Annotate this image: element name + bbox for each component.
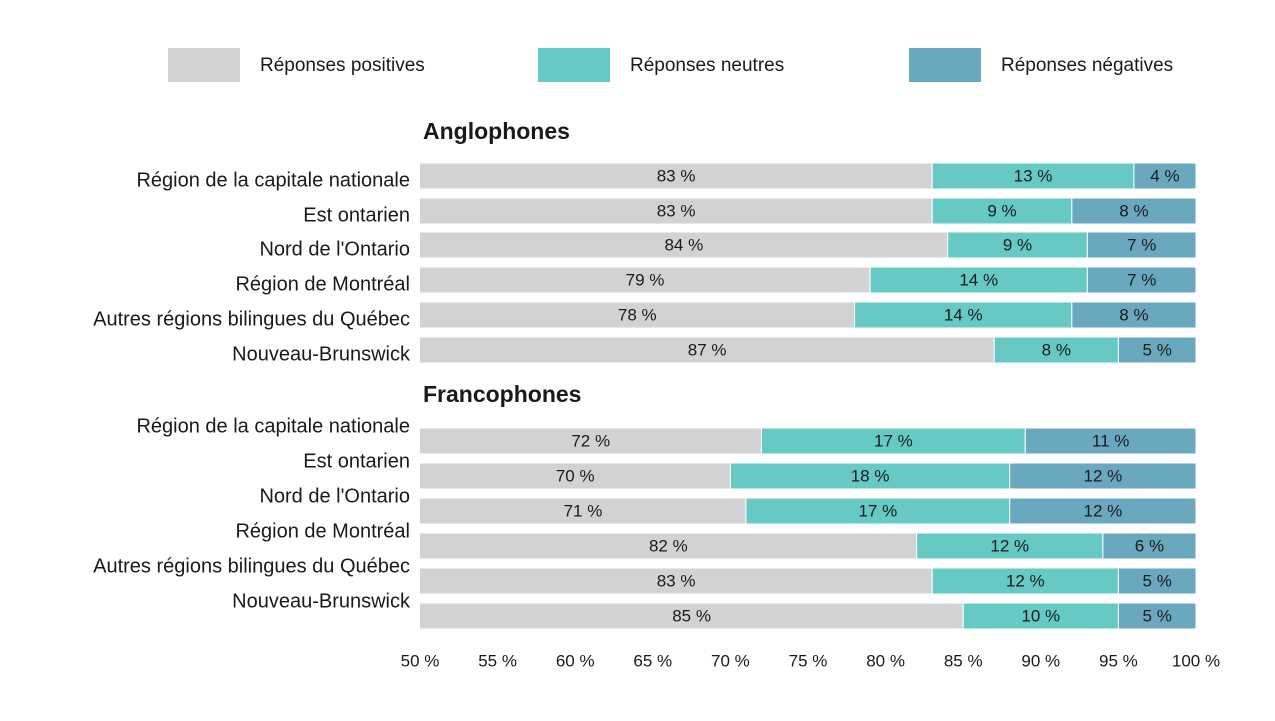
value-label: 83 %	[657, 571, 696, 590]
legend-label: Réponses positives	[260, 55, 425, 76]
bar-segment	[1133, 162, 1196, 190]
category-label: Région de Montréal	[235, 273, 410, 295]
category-label: Est ontarien	[303, 204, 410, 226]
bar-segment	[962, 602, 1119, 630]
bar-segment	[420, 231, 949, 259]
value-label: 7 %	[1127, 270, 1156, 289]
value-label: 87 %	[688, 340, 727, 359]
value-label: 11 %	[1092, 431, 1130, 450]
bar-segment	[1102, 532, 1196, 560]
bar-segment	[916, 532, 1104, 560]
value-label: 85 %	[672, 606, 711, 625]
value-label: 8 %	[1119, 305, 1148, 324]
value-label: 10 %	[1021, 606, 1060, 625]
value-label: 17 %	[858, 501, 897, 520]
bar-segment	[993, 336, 1119, 364]
bar-segment	[420, 197, 933, 225]
value-label: 72 %	[571, 431, 610, 450]
value-label: 8 %	[1119, 201, 1148, 220]
category-label: Région de la capitale nationale	[136, 415, 410, 437]
value-label: 5 %	[1143, 606, 1172, 625]
legend-label: Réponses négatives	[1001, 55, 1173, 76]
value-label: 83 %	[657, 166, 696, 185]
category-label: Nouveau-Brunswick	[232, 343, 411, 365]
x-tick-label: 85 %	[944, 651, 983, 670]
value-label: 12 %	[990, 536, 1029, 555]
x-tick-label: 80 %	[866, 651, 905, 670]
legend-label: Réponses neutres	[630, 55, 784, 76]
bar-segment	[1009, 497, 1196, 525]
x-tick-label: 50 %	[401, 651, 440, 670]
value-label: 13 %	[1014, 166, 1053, 185]
category-label: Autres régions bilingues du Québec	[93, 308, 410, 330]
value-label: 84 %	[664, 235, 703, 254]
bar-segment	[420, 336, 995, 364]
value-label: 70 %	[556, 466, 595, 485]
bar-segment	[1086, 231, 1196, 259]
category-label: Nord de l'Ontario	[259, 238, 410, 260]
bar-segment	[420, 462, 731, 490]
bar-segment	[420, 301, 856, 329]
bar-segment	[869, 266, 1088, 294]
value-label: 4 %	[1150, 166, 1179, 185]
value-label: 7 %	[1127, 235, 1156, 254]
x-tick-label: 100 %	[1172, 651, 1220, 670]
legend-swatch	[538, 48, 610, 82]
bar-segment	[760, 427, 1026, 455]
value-label: 12 %	[1084, 466, 1123, 485]
category-label: Est ontarien	[303, 450, 410, 472]
value-label: 83 %	[657, 201, 696, 220]
value-label: 6 %	[1135, 536, 1164, 555]
value-label: 5 %	[1143, 571, 1172, 590]
bar-segment	[931, 162, 1135, 190]
bar-segment	[1117, 602, 1196, 630]
value-label: 82 %	[649, 536, 688, 555]
group-title: Anglophones	[423, 118, 570, 144]
bar-segment	[1009, 462, 1196, 490]
group-title: Francophones	[423, 381, 581, 407]
value-label: 14 %	[944, 305, 983, 324]
x-tick-label: 90 %	[1021, 651, 1060, 670]
legend-swatch	[909, 48, 981, 82]
category-label: Région de la capitale nationale	[136, 169, 410, 191]
x-tick-label: 75 %	[789, 651, 828, 670]
bar-segment	[854, 301, 1073, 329]
bar-segment	[931, 567, 1119, 595]
category-label: Région de Montréal	[235, 520, 410, 542]
value-label: 12 %	[1084, 501, 1123, 520]
category-label: Nord de l'Ontario	[259, 485, 410, 507]
bar-segment	[420, 266, 871, 294]
plot-area	[420, 162, 1196, 630]
bar-segment	[931, 197, 1073, 225]
legend-swatch	[168, 48, 240, 82]
value-label: 8 %	[1042, 340, 1071, 359]
value-label: 5 %	[1143, 340, 1172, 359]
value-label: 79 %	[626, 270, 665, 289]
x-tick-label: 60 %	[556, 651, 595, 670]
bar-segment	[1117, 567, 1196, 595]
x-tick-label: 95 %	[1099, 651, 1138, 670]
bar-segment	[420, 602, 964, 630]
value-label: 12 %	[1006, 571, 1045, 590]
bar-segment	[1024, 427, 1196, 455]
bar-segment	[1086, 266, 1196, 294]
value-label: 14 %	[959, 270, 998, 289]
value-label: 9 %	[1003, 235, 1032, 254]
x-tick-label: 55 %	[478, 651, 517, 670]
value-label: 17 %	[874, 431, 913, 450]
bar-segment	[745, 497, 1011, 525]
bar-segment	[1071, 197, 1196, 225]
value-label: 18 %	[851, 466, 890, 485]
value-label: 78 %	[618, 305, 657, 324]
value-label: 9 %	[987, 201, 1016, 220]
bar-segment	[729, 462, 1011, 490]
category-label: Nouveau-Brunswick	[232, 590, 411, 612]
value-label: 71 %	[564, 501, 603, 520]
category-label: Autres régions bilingues du Québec	[93, 555, 410, 577]
bar-segment	[1117, 336, 1196, 364]
x-tick-label: 65 %	[633, 651, 672, 670]
x-tick-label: 70 %	[711, 651, 750, 670]
bar-segment	[1071, 301, 1196, 329]
